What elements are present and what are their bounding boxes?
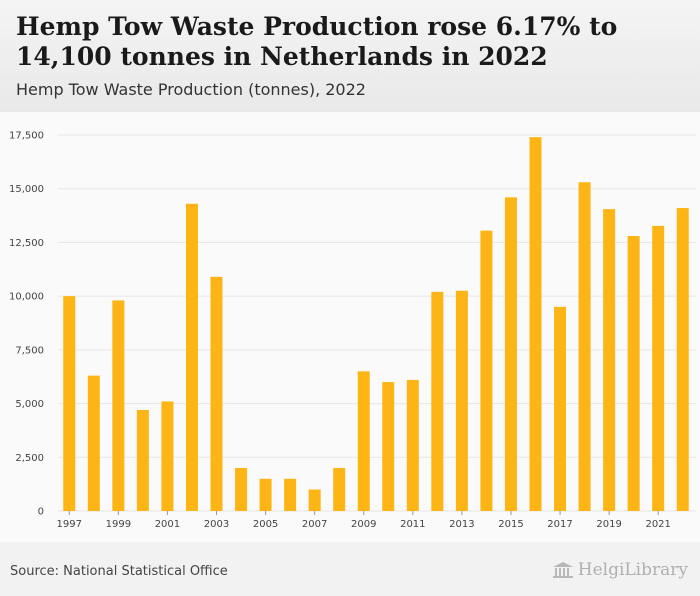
y-tick-label: 10,000 <box>9 292 44 303</box>
x-tick-label: 2019 <box>596 519 621 530</box>
bar-2012 <box>431 291 444 511</box>
bar-2019 <box>603 209 616 511</box>
helgi-library-logo: HelgiLibrary <box>552 560 688 580</box>
bar-2017 <box>554 306 567 511</box>
x-tick-label: 2001 <box>155 519 180 530</box>
y-tick-label: 17,500 <box>9 131 44 142</box>
bar-2006 <box>284 478 297 511</box>
bar-2013 <box>455 290 468 511</box>
x-tick-label: 2007 <box>302 519 327 530</box>
bar-2003 <box>210 276 223 511</box>
chart-subtitle: Hemp Tow Waste Production (tonnes), 2022 <box>16 80 366 99</box>
bar-2018 <box>578 182 591 512</box>
library-building-icon <box>552 562 573 578</box>
y-tick-label: 5,000 <box>15 399 44 410</box>
x-tick-label: 2003 <box>204 519 229 530</box>
bar-2021 <box>652 225 665 511</box>
x-tick-label: 2015 <box>498 519 523 530</box>
y-axis-labels: 0 2,500 5,000 7,500 10,000 12,500 15,000 17,500 <box>9 131 44 518</box>
bar-2008 <box>333 468 346 511</box>
x-tick-label: 1997 <box>57 519 82 530</box>
bar-2022 <box>676 208 689 511</box>
header: Hemp Tow Waste Production rose 6.17% to … <box>0 0 700 112</box>
bar-1997 <box>63 296 76 511</box>
y-tick-label: 12,500 <box>9 238 44 249</box>
y-tick-label: 15,000 <box>9 184 44 195</box>
bar-2002 <box>185 203 198 512</box>
bar-chart: 0 2,500 5,000 7,500 10,000 12,500 15,000 17,500… <box>9 131 696 530</box>
bar-2016 <box>529 137 542 512</box>
bar-2000 <box>136 410 149 511</box>
bar-2020 <box>627 235 640 511</box>
source-note: Source: National Statistical Office <box>10 564 228 579</box>
bar-2005 <box>259 478 272 511</box>
x-axis-labels: 1997 1999 2001 2003 2005 2007 2009 2011 2013 2015… <box>57 511 671 530</box>
y-tick-label: 2,500 <box>15 453 44 464</box>
x-tick-label: 2011 <box>400 519 425 530</box>
x-tick-label: 2013 <box>449 519 474 530</box>
bar-2007 <box>308 489 321 511</box>
x-tick-label: 2009 <box>351 519 376 530</box>
bar-2009 <box>357 371 370 511</box>
bar-1998 <box>87 375 100 511</box>
x-tick-label: 1999 <box>106 519 131 530</box>
bar-2010 <box>382 382 395 511</box>
x-tick-label: 2005 <box>253 519 278 530</box>
bar-1999 <box>112 300 125 511</box>
y-tick-label: 7,500 <box>15 345 44 356</box>
y-tick-label: 0 <box>38 507 44 518</box>
page-title: Hemp Tow Waste Production rose 6.17% to … <box>16 12 618 71</box>
logo-text: HelgiLibrary <box>577 560 688 580</box>
bar-2011 <box>406 379 419 511</box>
bars <box>63 137 689 512</box>
bar-2004 <box>235 468 248 511</box>
grid-lines <box>58 134 696 512</box>
bar-2014 <box>480 230 493 511</box>
footer <box>0 542 700 596</box>
x-tick-label: 2017 <box>547 519 572 530</box>
x-tick-label: 2021 <box>645 519 670 530</box>
bar-2001 <box>161 401 174 511</box>
bar-2015 <box>504 197 517 511</box>
